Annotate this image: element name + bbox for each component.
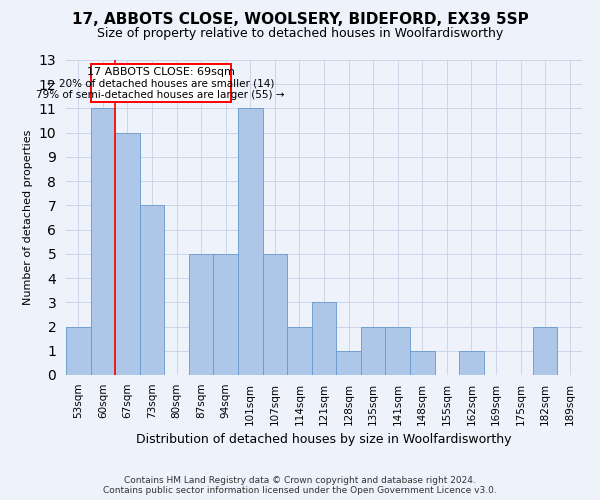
Text: 17, ABBOTS CLOSE, WOOLSERY, BIDEFORD, EX39 5SP: 17, ABBOTS CLOSE, WOOLSERY, BIDEFORD, EX… — [71, 12, 529, 28]
Bar — [189, 254, 214, 375]
Bar — [336, 351, 361, 375]
Bar — [263, 254, 287, 375]
Bar — [115, 132, 140, 375]
Bar — [410, 351, 434, 375]
Bar — [312, 302, 336, 375]
Bar — [66, 326, 91, 375]
Text: ← 20% of detached houses are smaller (14): ← 20% of detached houses are smaller (14… — [47, 79, 274, 89]
Text: 79% of semi-detached houses are larger (55) →: 79% of semi-detached houses are larger (… — [37, 90, 285, 101]
Bar — [459, 351, 484, 375]
Bar — [214, 254, 238, 375]
Bar — [91, 108, 115, 375]
Text: 17 ABBOTS CLOSE: 69sqm: 17 ABBOTS CLOSE: 69sqm — [86, 67, 235, 77]
Bar — [533, 326, 557, 375]
X-axis label: Distribution of detached houses by size in Woolfardisworthy: Distribution of detached houses by size … — [136, 433, 512, 446]
FancyBboxPatch shape — [91, 64, 230, 102]
Text: Size of property relative to detached houses in Woolfardisworthy: Size of property relative to detached ho… — [97, 28, 503, 40]
Bar — [385, 326, 410, 375]
Bar — [287, 326, 312, 375]
Bar — [361, 326, 385, 375]
Bar — [238, 108, 263, 375]
Bar — [140, 206, 164, 375]
Text: Contains HM Land Registry data © Crown copyright and database right 2024.
Contai: Contains HM Land Registry data © Crown c… — [103, 476, 497, 495]
Y-axis label: Number of detached properties: Number of detached properties — [23, 130, 33, 305]
